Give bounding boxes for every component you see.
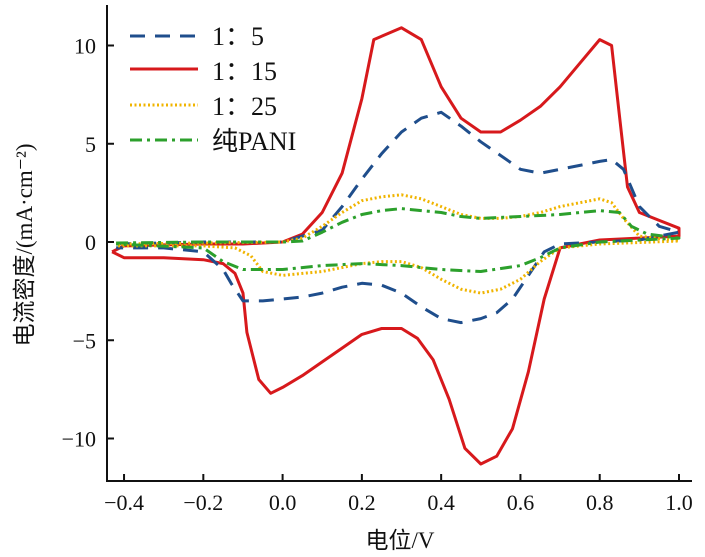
x-tick-label: 0.0 [269, 490, 297, 515]
ticks-layer: −0.4 −0.2 0.0 0.2 0.4 0.6 0.8 1.0 10 5 0 −5 −10 [62, 34, 693, 516]
legend-label-1-15: 1：15 [212, 57, 277, 86]
series-line-2 [111, 26, 681, 466]
y-tick-label: −5 [73, 328, 96, 353]
legend: 1：5 1：15 1：25 纯PANI [130, 22, 296, 156]
x-tick-label: 0.2 [348, 490, 376, 515]
legend-label-1-25: 1：25 [212, 92, 277, 121]
x-tick-label: 0.6 [507, 490, 535, 515]
legend-label-pani: 纯PANI [212, 127, 296, 156]
x-tick-label: −0.2 [183, 490, 223, 515]
series-line-3 [116, 193, 681, 295]
legend-label-1-5: 1：5 [212, 22, 264, 51]
x-tick-label: 0.4 [427, 490, 455, 515]
y-axis-title: 电流密度/(mA·cm⁻²) [12, 143, 37, 346]
x-axis-title: 电位/V [366, 528, 435, 553]
y-tick-label: 10 [74, 34, 96, 59]
series-line-1 [116, 110, 681, 325]
x-tick-label: −0.4 [104, 490, 144, 515]
x-tick-label: 1.0 [665, 490, 693, 515]
y-tick-label: 5 [85, 132, 96, 157]
y-tick-label: −10 [62, 427, 96, 452]
y-tick-label: 0 [85, 230, 96, 255]
x-tick-label: 0.8 [586, 490, 614, 515]
series-line-4 [116, 207, 681, 273]
series-layer [111, 26, 681, 466]
